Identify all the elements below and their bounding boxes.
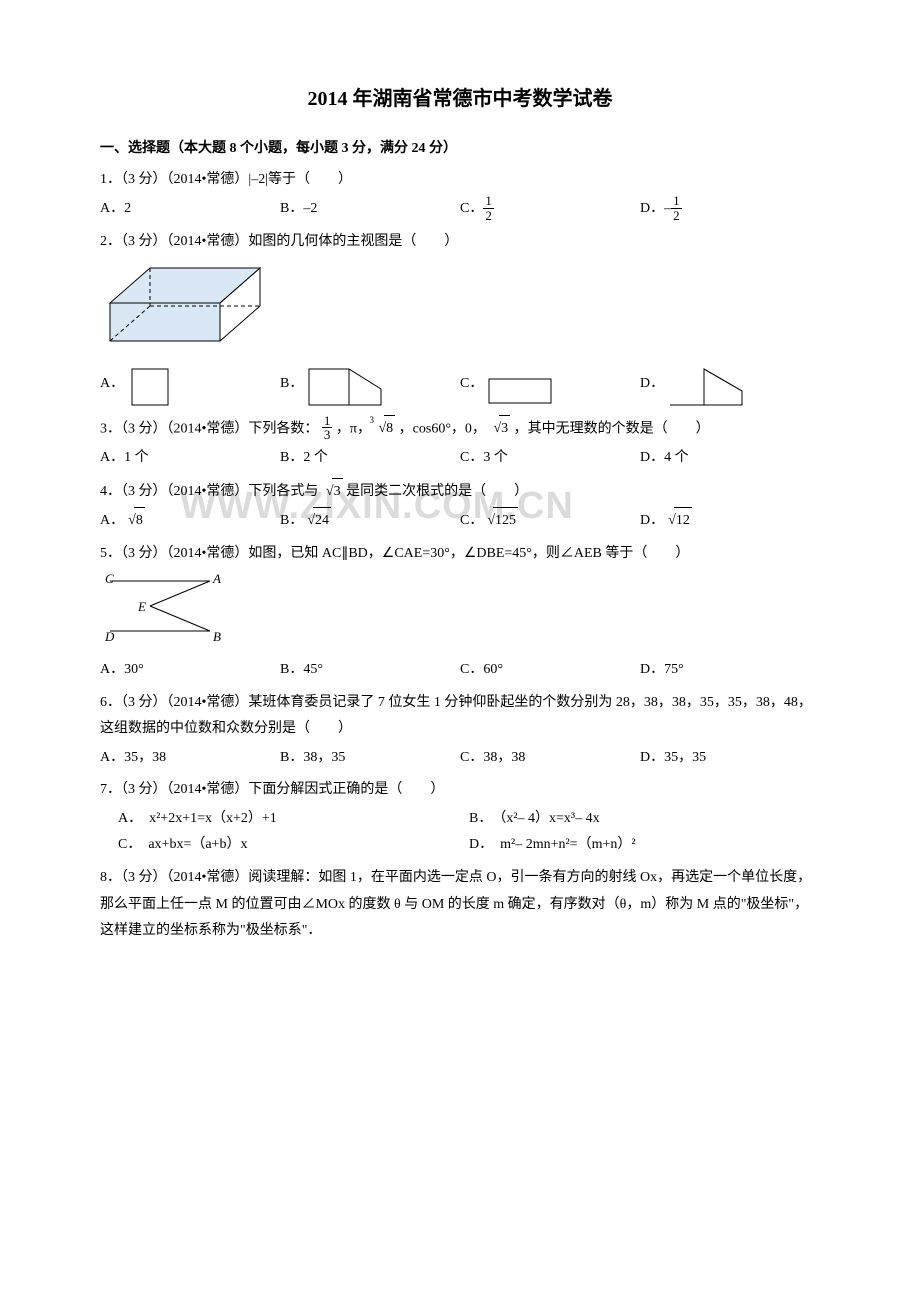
question-6-options: A．35，38 B．38，35 C．38，38 D．35，35	[100, 745, 820, 772]
question-2-options: A． B． C． D．	[100, 361, 820, 409]
question-4-stem: 4．（3 分）（2014•常德）下列各式与 3 是同类二次根式的是（ ）	[100, 478, 820, 506]
question-2-stem: 2．（3 分）（2014•常德）如图的几何体的主视图是（ ）	[100, 229, 820, 256]
q4-opt-b: B．24	[280, 507, 460, 535]
q4-opt-a: A．8	[100, 507, 280, 535]
q2-opt-b: B．	[280, 361, 460, 409]
question-1-stem: 1．（3 分）（2014•常德）|–2|等于（ ）	[100, 167, 820, 194]
label-B: B	[213, 629, 221, 644]
q2-opt-a: A．	[100, 361, 280, 409]
label-D: D	[104, 629, 115, 644]
question-3-stem: 3．（3 分）（2014•常德）下列各数： 13 ，π， 38 ，cos60°，…	[100, 415, 820, 443]
q3-opt-c: C．3 个	[460, 445, 640, 472]
q4-stem-a: 4．（3 分）（2014•常德）下列各式与	[100, 484, 318, 499]
label-C: C	[105, 571, 114, 586]
q5-opt-d: D．75°	[640, 657, 820, 684]
question-5-options: A．30° B．45° C．60° D．75°	[100, 657, 820, 684]
fraction-half-icon: 12	[671, 194, 682, 222]
q2-b-icon	[303, 361, 388, 409]
q5-opt-b: B．45°	[280, 657, 460, 684]
q6-opt-c: C．38，38	[460, 745, 640, 772]
q3-stem-c: ，cos60°，0，	[399, 421, 486, 436]
label-A: A	[212, 571, 221, 586]
q3-opt-b: B．2 个	[280, 445, 460, 472]
q5-figure: C A E D B	[100, 569, 250, 655]
q2-a-icon	[124, 361, 176, 409]
q4-opt-c: C．125	[460, 507, 640, 535]
q5-opt-a: A．30°	[100, 657, 280, 684]
q7-opt-a: A． x²+2x+1=x（x+2）+1	[118, 806, 469, 833]
q7-opt-b: B． （x²– 4）x=x³– 4x	[469, 806, 820, 833]
q4-opt-d: D．12	[640, 507, 820, 535]
q1-c-prefix: C．	[460, 196, 483, 223]
q1-opt-a: A．2	[100, 195, 280, 223]
q3-stem-b: ，π，	[336, 421, 371, 436]
q3-opt-d: D．4 个	[640, 445, 820, 472]
q5-opt-c: C．60°	[460, 657, 640, 684]
q2-opt-c: C．	[460, 361, 640, 409]
fraction-third-icon: 13	[322, 414, 333, 442]
q6-opt-a: A．35，38	[100, 745, 280, 772]
sqrt-icon: 3	[489, 415, 510, 443]
question-3-options: A．1 个 B．2 个 C．3 个 D．4 个	[100, 445, 820, 472]
fraction-half-icon: 12	[483, 194, 494, 222]
section-heading: 一、选择题（本大题 8 个小题，每小题 3 分，满分 24 分）	[100, 136, 820, 163]
q6-opt-d: D．35，35	[640, 745, 820, 772]
q2-b-label: B．	[280, 371, 303, 398]
prism-figure	[100, 258, 270, 359]
question-1-options: A．2 B．–2 C． 12 D．– 12	[100, 195, 820, 223]
q7-opt-c: C． ax+bx=（a+b）x	[118, 832, 469, 859]
q2-c-label: C．	[460, 371, 483, 398]
q1-opt-c: C． 12	[460, 195, 640, 223]
q1-d-prefix: D．–	[640, 196, 671, 223]
sqrt-icon: 3	[322, 478, 343, 506]
q2-d-label: D．	[640, 371, 664, 398]
q4-stem-b: 是同类二次根式的是（ ）	[346, 484, 528, 499]
q3-stem-a: 3．（3 分）（2014•常德）下列各数：	[100, 421, 318, 436]
question-5-stem: 5．（3 分）（2014•常德）如图，已知 AC∥BD，∠CAE=30°，∠DB…	[100, 541, 820, 568]
q1-opt-d: D．– 12	[640, 195, 820, 223]
question-7-stem: 7．（3 分）（2014•常德）下面分解因式正确的是（ ）	[100, 777, 820, 804]
q3-stem-d: ，其中无理数的个数是（ ）	[514, 421, 710, 436]
q2-c-icon	[483, 361, 558, 409]
page-title: 2014 年湖南省常德市中考数学试卷	[100, 80, 820, 118]
cuberoot-icon: 38	[374, 415, 395, 443]
q6-opt-b: B．38，35	[280, 745, 460, 772]
q2-opt-d: D．	[640, 361, 820, 409]
question-7-options: A． x²+2x+1=x（x+2）+1 B． （x²– 4）x=x³– 4x C…	[118, 806, 820, 859]
q3-opt-a: A．1 个	[100, 445, 280, 472]
question-6-stem: 6．（3 分）（2014•常德）某班体育委员记录了 7 位女生 1 分钟仰卧起坐…	[100, 690, 820, 743]
label-E: E	[137, 599, 146, 614]
q7-opt-d: D． m²– 2mn+n²=（m+n）²	[469, 832, 820, 859]
q2-a-label: A．	[100, 371, 124, 398]
q2-d-icon	[664, 361, 749, 409]
question-8-stem: 8．（3 分）（2014•常德）阅读理解：如图 1，在平面内选一定点 O，引一条…	[100, 865, 820, 945]
question-4-options: A．8 B．24 C．125 D．12	[100, 507, 820, 535]
q1-opt-b: B．–2	[280, 195, 460, 223]
